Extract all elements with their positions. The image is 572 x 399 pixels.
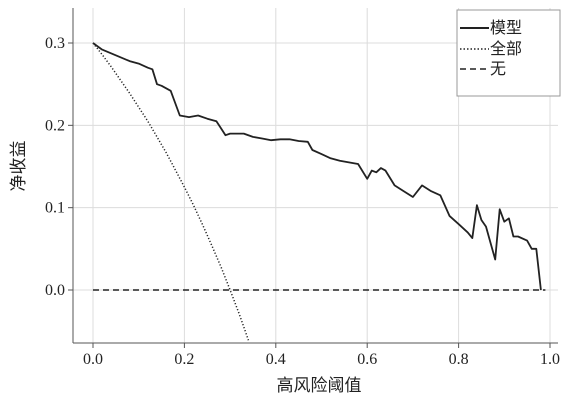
y-tick-label-1: 0.1 [45,200,65,217]
series-model-line [92,42,542,291]
x-tick-label-3: 0.6 [357,351,377,368]
x-tick-label-2: 0.4 [266,351,286,368]
x-tick-label-1: 0.2 [174,351,194,368]
legend-label-model: 模型 [490,18,522,37]
y-tick-label-2: 0.2 [45,117,65,134]
x-tick-label-5: 1.0 [540,351,560,368]
legend: 模型 全部 无 [456,9,561,97]
ticks: 0.0 0.2 0.4 0.6 0.8 1.0 0.0 0.1 0.2 0.3 [45,35,560,368]
x-tick-label-0: 0.0 [83,351,103,368]
series-all-line [92,42,250,341]
axes [72,8,558,344]
legend-box [456,9,561,97]
legend-label-none: 无 [490,59,506,78]
x-axis-title: 高风险阈值 [277,376,362,396]
x-tick-label-4: 0.8 [449,351,469,368]
series-layer [92,42,546,341]
y-tick-label-0: 0.0 [45,282,65,299]
legend-label-all: 全部 [490,39,522,58]
y-axis-title: 净收益 [9,141,29,192]
y-tick-label-3: 0.3 [45,35,65,52]
